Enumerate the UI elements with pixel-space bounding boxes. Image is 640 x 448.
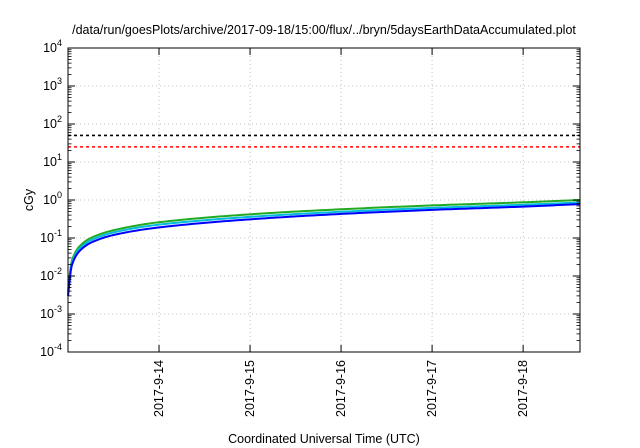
y-tick-label: 103	[43, 76, 62, 93]
y-tick-label: 10-1	[40, 228, 62, 245]
y-axis-label: cGy	[22, 188, 36, 211]
series-line	[67, 201, 581, 294]
x-axis-label: Coordinated Universal Time (UTC)	[228, 432, 420, 446]
series-lines	[67, 199, 581, 296]
x-tick-label: 2017-9-15	[243, 360, 257, 417]
x-tick-label: 2017-9-16	[334, 360, 348, 417]
reference-lines	[68, 134, 580, 148]
y-tick-label: 104	[43, 38, 62, 55]
x-axis: 2017-9-14 2017-9-15 2017-9-16 2017-9-17 2017…	[152, 48, 530, 417]
grid	[68, 48, 580, 352]
y-axis: 10-4 10-3 10-2 10-1 100 101 102 103 104	[40, 38, 580, 359]
x-tick-label: 2017-9-17	[425, 360, 439, 417]
x-tick-label: 2017-9-18	[516, 360, 530, 417]
chart-title: /data/run/goesPlots/archive/2017-09-18/1…	[72, 23, 576, 37]
y-tick-label: 102	[43, 114, 62, 131]
y-tick-label: 100	[43, 190, 62, 207]
y-tick-label: 10-2	[40, 266, 62, 283]
x-tick-label: 2017-9-14	[152, 360, 166, 417]
y-tick-label: 10-4	[40, 342, 62, 359]
series-line	[67, 199, 581, 292]
series-line	[67, 203, 581, 296]
y-tick-label: 101	[43, 152, 62, 169]
y-tick-label: 10-3	[40, 304, 62, 321]
